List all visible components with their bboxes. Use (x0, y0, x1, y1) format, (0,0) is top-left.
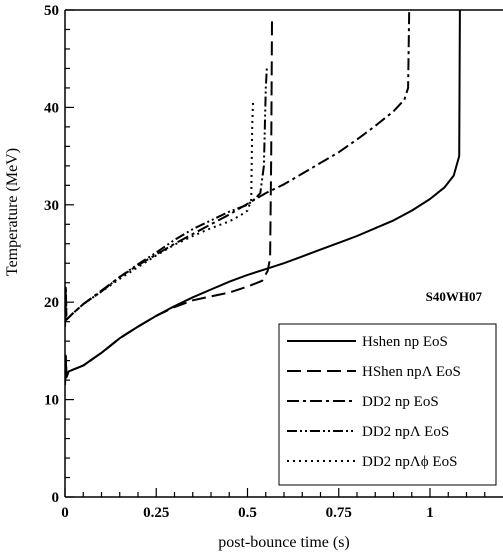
legend-label-2: HShen npΛ EoS (362, 364, 461, 380)
x-tick-label: 0.25 (143, 505, 169, 521)
chart-annotation: S40WH07 (426, 289, 483, 304)
y-axis-label: Temperature (MeV) (4, 148, 21, 276)
series-line-4 (65, 68, 268, 327)
x-tick-label: 0.5 (238, 505, 257, 521)
x-tick-label: 0 (61, 505, 69, 521)
x-tick-label: 0.75 (326, 505, 352, 521)
legend-label-3: DD2 np EoS (362, 394, 439, 410)
y-tick-label: 50 (44, 3, 59, 19)
legend-label-4: DD2 npΛ EoS (362, 424, 449, 440)
y-tick-label: 0 (52, 490, 60, 506)
legend-label-1: Hshen np EoS (362, 334, 448, 350)
legend-box (278, 323, 497, 486)
y-tick-label: 30 (44, 198, 59, 214)
legend-label-5: DD2 npΛϕ EoS (362, 454, 457, 470)
x-tick-label: 1 (426, 505, 434, 521)
plot-lines (65, 10, 461, 386)
y-tick-label: 20 (44, 295, 59, 311)
series-line-5 (65, 102, 254, 327)
x-axis-label: post-bounce time (s) (218, 534, 350, 551)
series-line-2 (65, 19, 273, 386)
y-tick-label: 40 (44, 100, 59, 116)
legend: Hshen np EoS HShen npΛ EoS DD2 np EoS DD2 n… (278, 323, 497, 486)
y-tick-label: 10 (44, 393, 59, 409)
